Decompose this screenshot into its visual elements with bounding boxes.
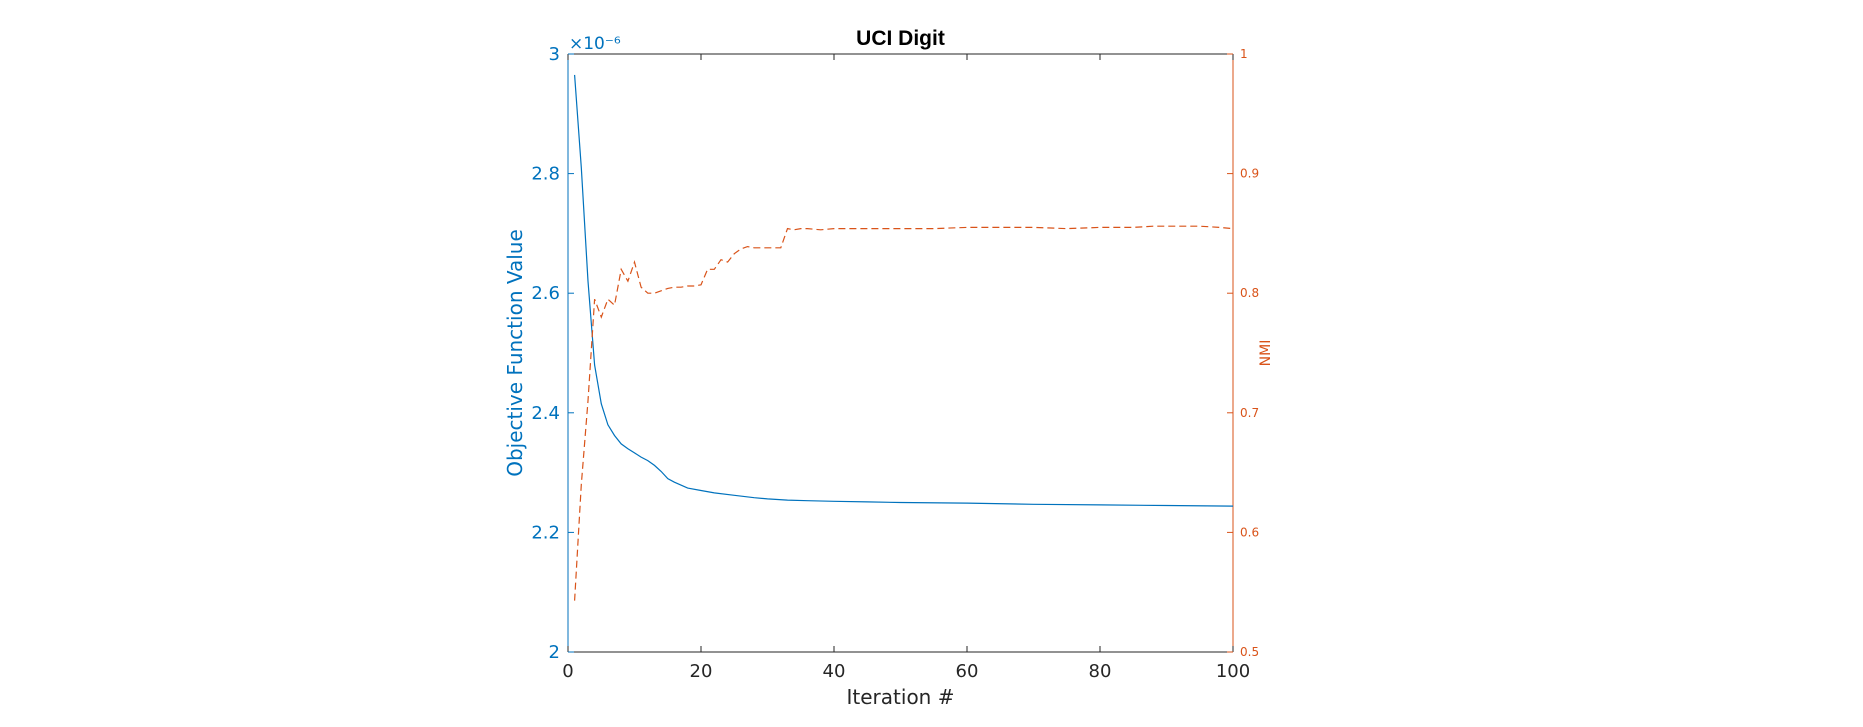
x-tick-label: 40: [823, 661, 846, 682]
y-right-tick-label: 0.7: [1240, 406, 1259, 420]
y-right-tick-label: 1: [1240, 47, 1248, 61]
series-lines: [574, 74, 1234, 601]
y-left-tick-label: 2.8: [531, 164, 560, 185]
y-right-tick-label: 0.5: [1240, 645, 1259, 659]
x-tick-label: 0: [562, 661, 573, 682]
x-tick-label: 80: [1089, 661, 1112, 682]
x-tick-label: 60: [956, 661, 979, 682]
y-axis-right-label: NMI: [1258, 340, 1274, 367]
chart-title: UCI Digit: [856, 27, 945, 50]
y-left-tick-label: 2: [549, 642, 560, 663]
x-tick-label: 20: [690, 661, 713, 682]
y-left-tick-label: 2.6: [531, 283, 560, 304]
plot-frame: [567, 53, 1234, 653]
x-axis-label: Iteration #: [847, 685, 955, 709]
y-left-tick-label: 2.2: [531, 522, 560, 543]
y-right-tick-label: 0.9: [1240, 167, 1259, 181]
y-right-tick-label: 0.8: [1240, 286, 1259, 300]
y-right-tick-label: 0.6: [1240, 525, 1259, 539]
axis-ticks: 0 20 40 60 80 100 2 2.2 2.4 2.6 2.8 3 0.5 0.6 0.7 0.8 0.…: [531, 44, 1259, 682]
left-axis-exponent: ×10⁻⁶: [569, 34, 621, 54]
x-tick-label: 100: [1216, 661, 1250, 682]
y-left-tick-label: 3: [549, 44, 560, 65]
y-axis-left-label: Objective Function Value: [503, 229, 527, 477]
y-left-tick-label: 2.4: [531, 403, 560, 424]
objective-series-line: [574, 74, 1234, 507]
nmi-series-line: [574, 225, 1234, 601]
